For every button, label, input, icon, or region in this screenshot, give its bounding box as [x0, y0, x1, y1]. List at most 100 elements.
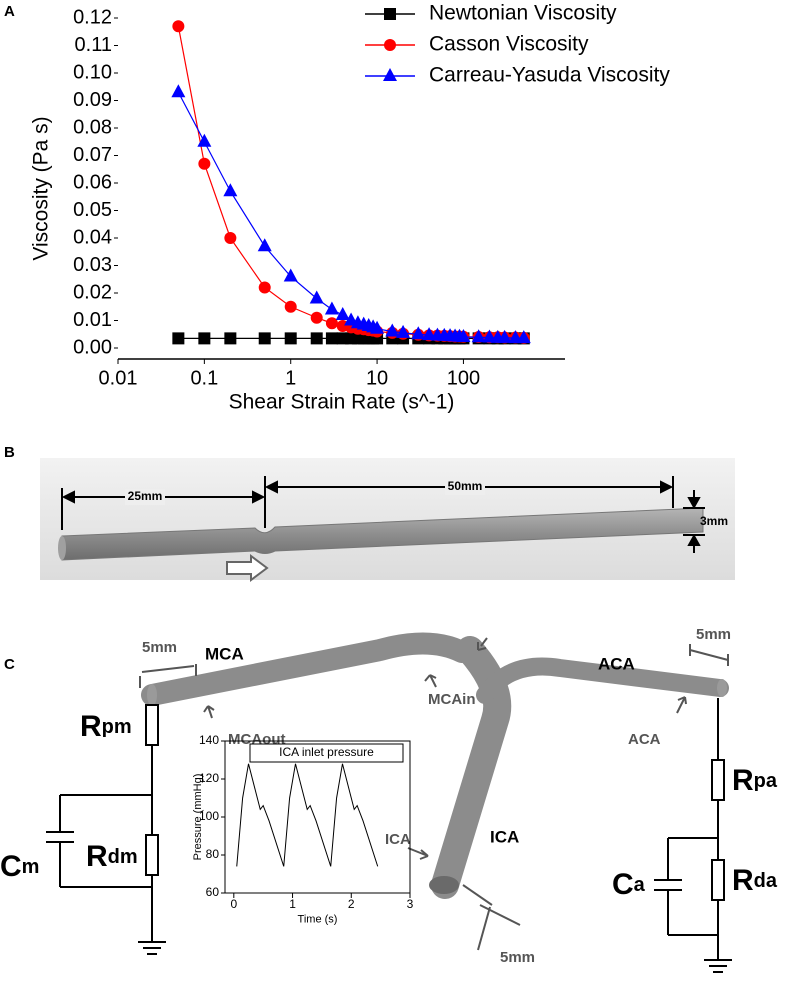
- x-axis-title: Time (s): [298, 913, 338, 925]
- legend-marker: [384, 39, 396, 51]
- x-tick-label: 0.01: [99, 367, 138, 389]
- y-axis-title: Pressure (mmHg): [192, 774, 204, 861]
- dimension-label: 3mm: [700, 514, 728, 528]
- vessel-label: ICA: [490, 827, 519, 846]
- y-tick-label: 80: [206, 847, 220, 861]
- x-tick-label: 100: [447, 367, 480, 389]
- marker: [456, 329, 471, 342]
- panel-label: A: [4, 3, 15, 20]
- marker: [325, 332, 338, 345]
- y-tick-label: 60: [206, 885, 220, 899]
- component-label: Rdm: [86, 840, 138, 873]
- marker: [325, 317, 338, 330]
- marker: [471, 329, 486, 343]
- marker: [335, 307, 350, 320]
- x-tick-label: 2: [348, 897, 355, 911]
- vessel-end: [429, 876, 459, 894]
- y-tick-label: 0.02: [73, 281, 112, 303]
- dimension-label: 5mm: [500, 949, 535, 966]
- marker: [516, 330, 531, 344]
- vessel-end: [717, 679, 727, 697]
- marker: [310, 311, 323, 324]
- y-tick-label: 0.12: [73, 6, 112, 28]
- legend-label: Carreau-Yasuda Viscosity: [429, 64, 670, 87]
- marker: [309, 290, 324, 304]
- y-tick-label: 140: [199, 733, 219, 747]
- y-tick-label: 0.03: [73, 254, 112, 276]
- marker: [224, 232, 237, 244]
- panel-label: C: [4, 656, 15, 673]
- marker: [324, 301, 339, 315]
- marker: [284, 332, 297, 345]
- circuit-right: [654, 698, 732, 973]
- marker: [284, 300, 297, 313]
- chart-title: ICA inlet pressure: [279, 745, 374, 759]
- legend-marker: [383, 68, 397, 81]
- y-tick-label: 0.06: [73, 171, 112, 193]
- marker: [257, 238, 272, 252]
- marker: [197, 133, 212, 147]
- vessel-label: ACA: [598, 654, 635, 673]
- marker: [172, 20, 185, 33]
- vessel-label: ICA: [385, 831, 411, 848]
- y-tick-label: 0.07: [73, 144, 112, 166]
- panel-b: B 25mm 50mm 3mm: [4, 444, 735, 582]
- marker: [370, 320, 385, 334]
- marker: [310, 332, 323, 345]
- x-tick-label: 1: [285, 367, 296, 389]
- label-bg: [445, 479, 485, 495]
- vessel-end: [58, 536, 66, 560]
- x-axis-title: Shear Strain Rate (s^-1): [229, 391, 455, 414]
- component-label: Rpm: [80, 710, 132, 743]
- marker: [497, 329, 512, 343]
- legend-label: Casson Viscosity: [429, 33, 589, 56]
- vessel-label: MCAin: [428, 691, 476, 708]
- marker: [198, 157, 211, 170]
- legend-label: Newtonian Viscosity: [429, 2, 617, 25]
- component-label: Rda: [732, 864, 778, 897]
- label-bg: [125, 489, 165, 505]
- vessel-mca: [141, 632, 473, 706]
- vessel-label: MCA: [205, 644, 244, 663]
- vessel-label: ACA: [628, 731, 661, 748]
- component-label: Cm: [0, 850, 39, 883]
- marker: [171, 84, 186, 98]
- y-tick-label: 0.05: [73, 199, 112, 221]
- y-axis-title: Viscosity (Pa s): [30, 116, 53, 260]
- marker: [411, 326, 426, 340]
- dimension-label: 5mm: [142, 639, 177, 656]
- marker: [223, 183, 238, 197]
- vessel-aca: [476, 657, 729, 704]
- marker: [172, 332, 185, 345]
- panel-label: B: [4, 444, 15, 461]
- marker: [224, 332, 237, 345]
- dimension-lines: [61, 476, 705, 553]
- plot-frame: [224, 740, 411, 894]
- marker: [385, 323, 400, 337]
- panel-c: C MCA 5mm MCAin MCAout ACA 5mm ACA ICA I…: [0, 626, 778, 973]
- series-line: [236, 763, 379, 867]
- y-tick-label: 0.11: [75, 34, 112, 56]
- x-tick-label: 0: [230, 897, 237, 911]
- component-label: Ca: [612, 868, 646, 901]
- y-tick-label: 0.00: [73, 336, 112, 358]
- flow-arrow: [226, 554, 269, 582]
- panel-a: 0.01 0.1 1 10 100 0.00 0.01 0.02 0.03 0.04 0.05 0.0…: [30, 2, 671, 414]
- x-tick-label: 1: [289, 897, 296, 911]
- circuit-left: [46, 704, 166, 955]
- vessel-end: [147, 684, 157, 706]
- y-tick-label: 0.01: [73, 309, 112, 331]
- y-tick-label: 0.08: [73, 116, 112, 138]
- y-tick-label: 0.04: [73, 226, 112, 248]
- marker: [283, 268, 298, 282]
- x-tick-label: 10: [366, 367, 388, 389]
- marker: [258, 281, 271, 294]
- marker: [396, 324, 411, 338]
- dimension-label: 25mm: [128, 489, 163, 503]
- x-tick-label: 3: [407, 897, 414, 911]
- y-tick-label: 0.09: [73, 89, 112, 111]
- dimension-label: 5mm: [696, 626, 731, 643]
- vessel: [61, 507, 704, 561]
- y-tick-label: 100: [199, 809, 219, 823]
